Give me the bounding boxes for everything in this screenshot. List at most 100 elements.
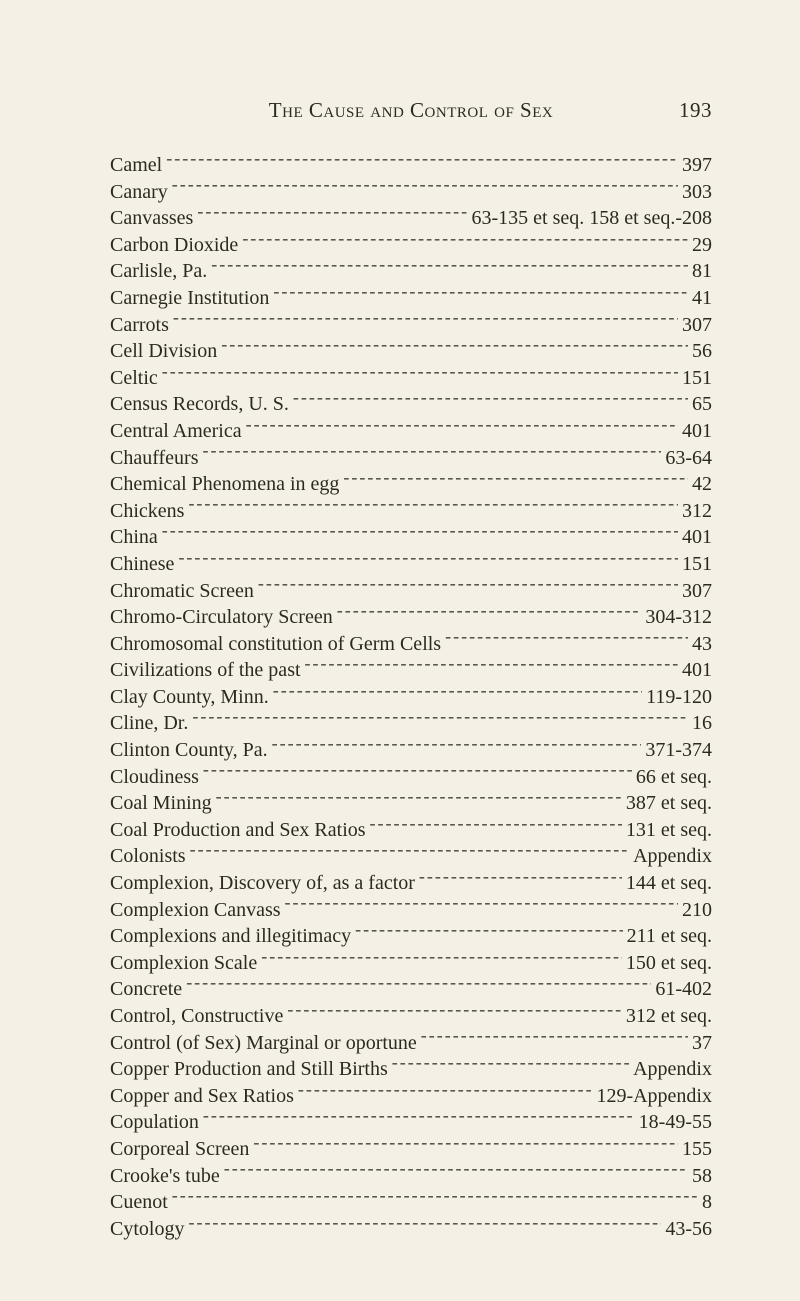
leader-dashes: [221, 337, 688, 357]
index-term: Complexion Scale: [110, 952, 257, 976]
index-row: Carlisle, Pa. 81: [110, 257, 712, 284]
leader-dashes: [419, 869, 622, 889]
index-page-ref: 56: [692, 340, 712, 364]
leader-dashes: [337, 603, 642, 623]
index-row: Chromosomal constitution of Germ Cells43: [110, 630, 712, 657]
index-page-ref: 131 et seq.: [626, 819, 712, 843]
index-page-ref: 211 et seq.: [627, 925, 712, 949]
leader-dashes: [166, 151, 678, 171]
index-term: Cline, Dr.: [110, 712, 188, 736]
index-term: Complexion, Discovery of, as a factor: [110, 872, 415, 896]
leader-dashes: [343, 470, 688, 490]
index-page-ref: 8: [702, 1191, 712, 1215]
index-term: Chauffeurs: [110, 447, 199, 471]
leader-dashes: [421, 1029, 688, 1049]
index-term: Control, Constructive: [110, 1005, 283, 1029]
index-row: ColonistsAppendix: [110, 842, 712, 869]
index-term: Cloudiness: [110, 766, 199, 790]
index-row: Chromo-Circulatory Screen304-312: [110, 603, 712, 630]
index-row: Central America 401: [110, 417, 712, 444]
leader-dashes: [188, 497, 678, 517]
index-row: Chemical Phenomena in egg42: [110, 470, 712, 497]
leader-dashes: [293, 390, 688, 410]
index-term: Complexions and illegitimacy: [110, 925, 351, 949]
leader-dashes: [298, 1082, 593, 1102]
index-page-ref: 29: [692, 234, 712, 258]
index-page-ref: 312: [682, 500, 712, 524]
index-term: Carbon Dioxide: [110, 234, 238, 258]
index-page-ref: 37: [692, 1032, 712, 1056]
index-row: Carrots307: [110, 311, 712, 338]
index-page-ref: 58: [692, 1165, 712, 1189]
index-row: Cline, Dr. 16: [110, 709, 712, 736]
leader-dashes: [216, 789, 622, 809]
index-page-ref: 397: [682, 154, 712, 178]
index-page-ref: 401: [682, 420, 712, 444]
index-row: Cytology43-56: [110, 1215, 712, 1242]
index-term: Central America: [110, 420, 242, 444]
leader-dashes: [192, 709, 688, 729]
index-page-ref: 65: [692, 393, 712, 417]
index-term: China: [110, 526, 158, 550]
index-page-ref: 16: [692, 712, 712, 736]
index-row: Camel 397: [110, 151, 712, 178]
leader-dashes: [253, 1135, 678, 1155]
index-page-ref: 66 et seq.: [636, 766, 712, 790]
leader-dashes: [445, 630, 688, 650]
leader-dashes: [162, 523, 678, 543]
index-row: Celtic151: [110, 364, 712, 391]
index-page-ref: 401: [682, 659, 712, 683]
index-page-ref: 61-402: [655, 978, 712, 1002]
header-title: The Cause and Control of Sex: [269, 98, 553, 123]
index-page-ref: 81: [692, 260, 712, 284]
leader-dashes: [273, 284, 688, 304]
index-page-ref: 312 et seq.: [626, 1005, 712, 1029]
index-row: Control (of Sex) Marginal or oportune 37: [110, 1029, 712, 1056]
index-page-ref: 150 et seq.: [626, 952, 712, 976]
index-page-ref: 210: [682, 899, 712, 923]
index-row: Control, Constructive 312 et seq.: [110, 1002, 712, 1029]
index-row: China 401: [110, 523, 712, 550]
index-row: Concrete61-402: [110, 975, 712, 1002]
leader-dashes: [355, 922, 623, 942]
index-row: Coal Production and Sex Ratios131 et seq…: [110, 816, 712, 843]
index-row: Cell Division 56: [110, 337, 712, 364]
index-row: Copulation18-49-55: [110, 1108, 712, 1135]
leader-dashes: [370, 816, 622, 836]
index-term: Canary: [110, 181, 168, 205]
index-row: Complexion Canvass210: [110, 896, 712, 923]
index-page-ref: 63-64: [665, 447, 712, 471]
index-term: Control (of Sex) Marginal or oportune: [110, 1032, 417, 1056]
index-row: Carnegie Institution41: [110, 284, 712, 311]
index-page-ref: 43-56: [665, 1218, 712, 1242]
index-term: Clinton County, Pa.: [110, 739, 268, 763]
index-row: Copper Production and Still Births Append…: [110, 1055, 712, 1082]
index-page-ref: 155: [682, 1138, 712, 1162]
index-term: Cell Division: [110, 340, 217, 364]
index-term: Chromatic Screen: [110, 580, 254, 604]
index-row: Cuenot8: [110, 1188, 712, 1215]
index-term: Canvasses: [110, 207, 193, 231]
index-term: Celtic: [110, 367, 158, 391]
index-term: Copper Production and Still Births: [110, 1058, 388, 1082]
index-term: Chromo-Circulatory Screen: [110, 606, 333, 630]
index-page-ref: 303: [682, 181, 712, 205]
index-term: Carrots: [110, 314, 169, 338]
leader-dashes: [224, 1162, 688, 1182]
index-term: Chromosomal constitution of Germ Cells: [110, 633, 441, 657]
leader-dashes: [190, 842, 630, 862]
index-page-ref: 63-135 et seq. 158 et seq.-208: [471, 207, 712, 231]
leader-dashes: [258, 577, 678, 597]
index-term: Carlisle, Pa.: [110, 260, 207, 284]
header-page-number: 193: [679, 98, 712, 123]
index-page-ref: Appendix: [633, 1058, 712, 1082]
index-page-ref: 401: [682, 526, 712, 550]
index-term: Census Records, U. S.: [110, 393, 289, 417]
index-page-ref: 42: [692, 473, 712, 497]
leader-dashes: [172, 1188, 698, 1208]
leader-dashes: [203, 763, 632, 783]
index-term: Camel: [110, 154, 162, 178]
index-term: Chinese: [110, 553, 174, 577]
leader-dashes: [305, 656, 678, 676]
index-row: Clinton County, Pa.371-374: [110, 736, 712, 763]
